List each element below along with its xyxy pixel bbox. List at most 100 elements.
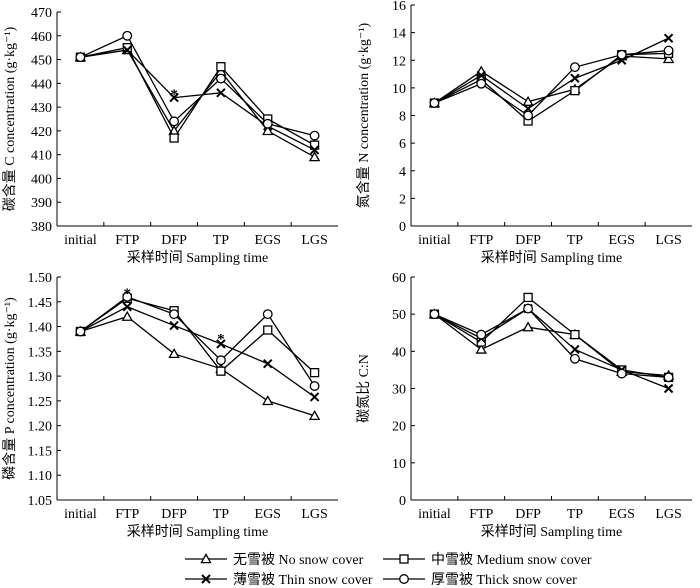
x-tick-label: LGS xyxy=(301,233,327,248)
chart-panel-2: 0 2 4 6 8 10 12 14 16 initial FTP DFP TP EGS LGS 采样时间 S… xyxy=(356,0,692,266)
legend-item-thin-snow: 薄雪被 Thin snow cover xyxy=(185,572,373,588)
series-line xyxy=(434,296,669,378)
y-tick-label: 10 xyxy=(392,457,406,472)
series-thin-snow xyxy=(75,302,320,402)
y-tick-label: 1.50 xyxy=(28,271,53,286)
data-point xyxy=(429,309,440,320)
data-point xyxy=(523,292,533,303)
chart-panel-3: 1.05 1.10 1.15 1.20 1.25 1.30 1.35 1.40 1.45 1.50… xyxy=(2,271,338,540)
y-tick-label: 390 xyxy=(31,196,52,211)
y-tick-label: 1.30 xyxy=(28,370,53,385)
x-axis-label: 采样时间 Sampling time xyxy=(481,524,623,540)
data-point xyxy=(309,130,320,141)
data-point xyxy=(122,302,132,312)
series-line xyxy=(80,306,315,398)
y-tick-label: 1.05 xyxy=(28,494,53,509)
y-tick-label: 1.40 xyxy=(28,321,53,336)
data-point xyxy=(263,359,273,369)
series-thin-snow xyxy=(429,33,674,114)
data-point xyxy=(523,303,534,314)
data-point xyxy=(475,343,487,354)
y-tick-label: 440 xyxy=(31,77,52,92)
data-point xyxy=(121,310,133,321)
series-line xyxy=(434,49,669,117)
series-medium-snow xyxy=(429,48,674,126)
legend-label: 薄雪被 Thin snow cover xyxy=(233,572,373,588)
significance-marker: * xyxy=(124,286,132,302)
data-point xyxy=(570,73,580,83)
legend: 无雪被 No snow cover 中雪被 Medium snow cover 薄雪… xyxy=(185,552,592,588)
data-point xyxy=(616,368,627,379)
x-tick-label: DFP xyxy=(515,507,541,522)
data-point xyxy=(570,344,580,355)
y-tick-label: 30 xyxy=(392,383,406,398)
legend-marker xyxy=(200,553,212,564)
y-tick-label: 1.20 xyxy=(28,420,53,435)
chart-panel-1: 380 390 400 410 420 430 440 450 460 470 initial FTP… xyxy=(2,6,338,266)
data-point xyxy=(522,95,534,106)
y-tick-label: 10 xyxy=(392,82,406,97)
series-line xyxy=(434,52,669,122)
x-tick-label: DFP xyxy=(161,507,187,522)
y-tick-label: 460 xyxy=(31,30,52,45)
y-tick-label: 60 xyxy=(392,271,406,286)
y-tick-label: 400 xyxy=(31,172,52,187)
y-tick-label: 1.15 xyxy=(28,444,53,459)
series-line xyxy=(434,55,669,104)
series-no-snow xyxy=(74,310,321,421)
series-line xyxy=(80,297,316,374)
y-axis-label: 碳氮比 C:N xyxy=(356,354,372,423)
x-tick-label: EGS xyxy=(609,507,635,522)
data-point xyxy=(663,383,674,394)
data-point xyxy=(216,339,226,349)
series-line xyxy=(434,307,669,378)
y-tick-label: 16 xyxy=(392,0,406,14)
data-point xyxy=(308,151,321,162)
data-point xyxy=(169,116,180,127)
data-point xyxy=(169,320,179,331)
data-point xyxy=(262,118,273,129)
legend-marker xyxy=(201,574,211,584)
y-tick-label: 1.45 xyxy=(28,296,53,311)
data-point xyxy=(122,45,132,55)
y-tick-label: 0 xyxy=(399,494,406,509)
x-axis-label: 采样时间 Sampling time xyxy=(127,524,269,540)
data-point xyxy=(663,372,674,383)
data-point xyxy=(570,85,580,96)
y-axis-label: 碳含量 C concentration (g·kg⁻¹) xyxy=(2,26,18,211)
data-point xyxy=(663,33,674,43)
series-line xyxy=(80,46,315,146)
x-tick-label: initial xyxy=(418,233,451,248)
y-tick-label: 6 xyxy=(399,137,406,152)
x-tick-label: DFP xyxy=(515,233,541,248)
data-point xyxy=(570,329,580,340)
x-tick-label: EGS xyxy=(255,507,281,522)
data-point xyxy=(262,125,274,136)
series-line xyxy=(434,313,669,377)
x-tick-label: TP xyxy=(567,233,584,248)
data-point xyxy=(308,409,321,421)
data-point xyxy=(309,392,320,402)
series-thick-snow xyxy=(429,45,674,121)
significance-marker: * xyxy=(170,87,178,103)
series-thick-snow xyxy=(75,291,320,391)
legend-item-thick-snow: 厚雪被 Thick snow cover xyxy=(383,572,577,588)
y-tick-label: 40 xyxy=(392,345,406,360)
y-tick-label: 14 xyxy=(392,27,406,42)
data-point xyxy=(523,103,533,114)
data-point xyxy=(523,110,534,121)
data-point xyxy=(476,329,487,340)
series-no-snow xyxy=(428,50,675,108)
y-axis-label: 磷含量 P concentration (g·kg⁻¹) xyxy=(2,297,18,480)
data-point xyxy=(216,88,226,98)
y-tick-label: 1.10 xyxy=(28,469,53,484)
y-tick-label: 470 xyxy=(31,6,52,21)
data-point xyxy=(122,30,133,41)
data-point xyxy=(168,347,180,359)
legend-label: 无雪被 No snow cover xyxy=(233,552,364,568)
y-tick-label: 1.35 xyxy=(28,345,53,360)
series-thick-snow xyxy=(75,30,320,141)
data-point xyxy=(309,381,320,391)
data-point xyxy=(215,355,226,366)
